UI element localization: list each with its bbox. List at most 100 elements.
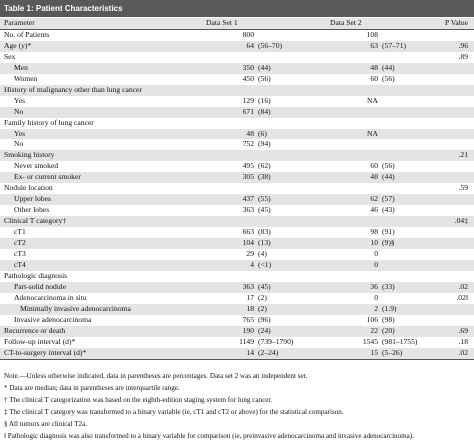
data-set-2-cell: 60 (56) xyxy=(310,161,420,172)
table-row: Upper lobes 437 (55) 62 (57) xyxy=(0,194,474,206)
data-set-1-count: 104 xyxy=(242,238,254,248)
row-label: Invasive adenocarcinoma xyxy=(14,314,92,324)
data-set-2-cell: 48 (44) xyxy=(310,172,420,184)
data-set-1-percent: (2) xyxy=(258,292,267,302)
data-set-1-cell: 64 (56–70) xyxy=(200,40,310,52)
data-set-1-cell: 48 (6) xyxy=(200,128,310,140)
p-value: .96 xyxy=(420,40,474,52)
data-set-2-cell: 62 (57) xyxy=(310,194,420,206)
row-label: Family history of lung cancer xyxy=(4,117,94,127)
data-set-2-cell: NA xyxy=(310,128,420,140)
row-label: History of malignancy other than lung ca… xyxy=(0,84,200,96)
row-label: Men xyxy=(0,62,200,74)
p-value xyxy=(420,238,474,250)
row-label: Minimally invasive adenocarcinoma xyxy=(0,303,200,315)
table-row: Women 450 (56) 60 (56) xyxy=(0,74,474,85)
table-row: Adenocarcinoma in situ 17 (2) 0 .02‖ xyxy=(0,293,474,304)
p-value xyxy=(420,205,474,216)
p-value: .02 xyxy=(420,347,474,360)
table-row: Recurrence or death 190 (24) 22 (20) .69 xyxy=(0,325,474,337)
data-set-2-cell: 108 xyxy=(310,29,420,40)
data-set-1-percent: (44) xyxy=(258,62,271,72)
data-set-2-percent: (9)§ xyxy=(382,238,395,248)
data-set-1-count: 17 xyxy=(246,292,254,302)
data-set-1-cell: 129 (16) xyxy=(200,96,310,107)
table-row: Ex- or current smoker 305 (38) 48 (44) xyxy=(0,172,474,184)
data-set-2-count: 106 xyxy=(366,314,378,324)
data-set-1-count: 350 xyxy=(242,62,254,72)
table-row: Minimally invasive adenocarcinoma 18 (2) 2 (… xyxy=(0,303,474,315)
data-set-1-percent: (55) xyxy=(258,194,271,204)
data-set-1-count: 190 xyxy=(242,325,254,335)
table-row: No 671 (84) xyxy=(0,106,474,118)
table-row: Nodule location .59 xyxy=(0,183,474,194)
data-set-2-cell: 22 (20) xyxy=(310,325,420,337)
row-label: No xyxy=(0,106,200,118)
column-header-data-set-2: Data Set 2 xyxy=(310,18,420,30)
p-value xyxy=(420,74,474,85)
p-value: .18 xyxy=(458,336,469,346)
data-set-2-percent: (44) xyxy=(382,172,395,182)
data-set-1-cell xyxy=(200,118,310,129)
data-set-1-cell: 495 (62) xyxy=(200,161,310,172)
data-set-2-count: 10 xyxy=(370,238,378,248)
table-row: Men 350 (44) 48 (44) xyxy=(0,62,474,74)
p-value xyxy=(420,259,474,271)
data-set-2-percent: (1.9) xyxy=(382,303,397,313)
data-set-1-count: 129 xyxy=(242,95,254,105)
p-value: .21 xyxy=(420,150,474,162)
row-label: Never smoked xyxy=(14,161,59,171)
data-set-1-cell: 305 (38) xyxy=(200,172,310,184)
data-set-1-percent: (2) xyxy=(258,303,267,313)
data-set-1-percent: (2–24) xyxy=(258,347,279,357)
row-label: Other lobes xyxy=(14,205,50,215)
p-value xyxy=(420,62,474,74)
data-set-1-cell: 363 (45) xyxy=(200,281,310,293)
data-set-1-count: 437 xyxy=(242,194,254,204)
data-set-2-count: 15 xyxy=(370,347,378,357)
data-set-1-count: 363 xyxy=(242,205,254,215)
row-label: Yes xyxy=(0,128,200,140)
row-label: Ex- or current smoker xyxy=(0,172,200,184)
data-set-2-cell xyxy=(310,52,420,63)
table-row: No. of Patients 800 108 xyxy=(0,29,474,40)
row-label: Smoking history xyxy=(0,150,200,162)
row-label: CT-to-surgery interval (d)* xyxy=(0,347,200,360)
data-set-2-cell xyxy=(310,106,420,118)
data-set-1-percent: (739–1790) xyxy=(258,336,294,346)
data-set-1-count: 752 xyxy=(242,139,254,149)
data-set-1-cell: 450 (56) xyxy=(200,74,310,85)
p-value xyxy=(420,118,474,129)
table-row: cT4 4 (<1) 0 xyxy=(0,259,474,271)
table-title: Table 1: Patient Characteristics xyxy=(0,0,474,17)
data-set-1-cell xyxy=(200,183,310,194)
p-value xyxy=(420,139,474,150)
row-label: cT2 xyxy=(0,238,200,250)
data-set-1-count: 4 xyxy=(250,259,254,269)
data-set-1-cell: 14 (2–24) xyxy=(200,347,310,360)
table-row: History of malignancy other than lung ca… xyxy=(0,84,474,96)
p-value: .02‖ xyxy=(456,292,468,302)
data-set-2-percent: (20) xyxy=(382,325,395,335)
footnote: § All tumors are clinical T2a. xyxy=(4,419,88,428)
p-value xyxy=(420,106,474,118)
table-row: cT2 104 (13) 10 (9)§ xyxy=(0,238,474,250)
data-set-1-count: 765 xyxy=(242,314,254,324)
table-row: cT1 663 (83) 98 (91) xyxy=(0,227,474,238)
footnote: ‡ The clinical T category was transforme… xyxy=(4,407,344,416)
table-row: Other lobes 363 (45) 46 (43) xyxy=(0,205,474,216)
data-set-2-count: 22 xyxy=(370,325,378,335)
table-row: Yes 48 (6) NA xyxy=(0,128,474,140)
data-set-2-percent: (56) xyxy=(382,161,395,171)
data-set-2-count: 1545 xyxy=(362,336,378,346)
data-set-2-percent: (43) xyxy=(382,205,395,215)
data-set-1-cell: 29 (4) xyxy=(200,249,310,260)
data-set-1-count: 363 xyxy=(242,281,254,291)
column-header-p-value: P Value xyxy=(420,18,474,30)
table-row: Age (y)* 64 (56–70) 63 (57–71) .96 xyxy=(0,40,474,52)
data-set-2-cell: 0 xyxy=(310,293,420,304)
data-set-2-percent: (5–26) xyxy=(382,347,403,357)
p-value xyxy=(420,29,474,40)
column-header-parameter: Parameter xyxy=(0,18,200,30)
row-label: Follow-up interval (d)* xyxy=(4,336,76,346)
